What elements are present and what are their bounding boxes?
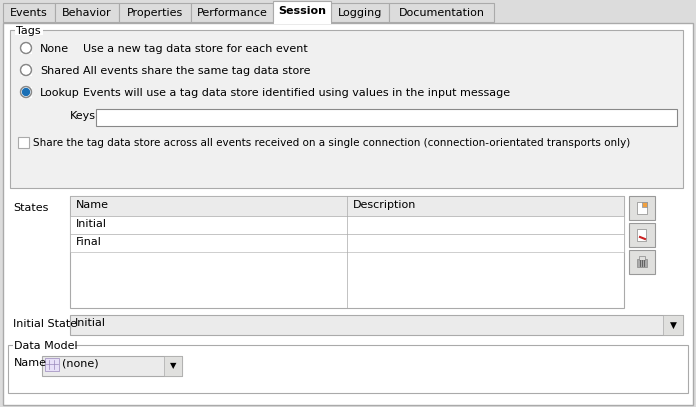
- Text: Description: Description: [353, 200, 416, 210]
- Bar: [55, 3, 119, 22]
- Text: Share the tag data store across all events received on a single connection (conn: Share the tag data store across all even…: [33, 138, 631, 148]
- Text: Initial State: Initial State: [13, 319, 77, 329]
- Bar: [637, 202, 647, 214]
- Bar: [8, 345, 688, 393]
- Bar: [21, 43, 32, 54]
- Bar: [96, 109, 677, 126]
- Text: Final: Final: [76, 237, 102, 247]
- Text: Keys: Keys: [70, 111, 96, 121]
- Bar: [639, 256, 645, 260]
- Text: Name: Name: [76, 200, 109, 210]
- Text: Shared: Shared: [40, 66, 79, 76]
- Text: Use a new tag data store for each event: Use a new tag data store for each event: [83, 44, 308, 53]
- Bar: [0, 1, 696, 24]
- Bar: [70, 315, 683, 335]
- Text: States: States: [13, 203, 49, 213]
- Text: Session: Session: [278, 7, 326, 17]
- Bar: [629, 223, 655, 247]
- Text: Properties: Properties: [127, 7, 183, 18]
- Text: None: None: [40, 44, 69, 53]
- Bar: [18, 137, 29, 148]
- Bar: [629, 250, 655, 274]
- Text: Data Model: Data Model: [14, 341, 78, 351]
- Circle shape: [22, 88, 29, 96]
- Bar: [119, 3, 191, 22]
- Bar: [274, 22, 331, 24]
- Text: Documentation: Documentation: [399, 7, 484, 18]
- Bar: [21, 87, 32, 98]
- Bar: [70, 196, 624, 308]
- Bar: [663, 315, 683, 335]
- Text: (none): (none): [62, 358, 99, 368]
- Text: Logging: Logging: [338, 7, 382, 18]
- Bar: [15, 25, 43, 35]
- Text: Events will use a tag data store identified using values in the input message: Events will use a tag data store identif…: [83, 88, 510, 98]
- Text: Events: Events: [10, 7, 48, 18]
- Bar: [21, 65, 32, 76]
- Text: ▼: ▼: [670, 320, 677, 330]
- Bar: [629, 196, 655, 220]
- Bar: [331, 3, 389, 22]
- Bar: [637, 259, 647, 267]
- Bar: [164, 356, 182, 376]
- Bar: [637, 229, 646, 241]
- Bar: [13, 340, 75, 350]
- Text: Tags: Tags: [16, 26, 40, 36]
- Text: Lookup: Lookup: [40, 88, 80, 98]
- Text: Name: Name: [14, 358, 47, 368]
- Bar: [191, 3, 273, 22]
- Text: All events share the same tag data store: All events share the same tag data store: [83, 66, 310, 76]
- Bar: [642, 202, 647, 207]
- Bar: [643, 203, 647, 207]
- Text: ▼: ▼: [170, 361, 176, 370]
- Bar: [45, 358, 59, 371]
- Bar: [273, 1, 331, 23]
- Bar: [70, 216, 624, 234]
- Bar: [10, 30, 683, 188]
- Bar: [70, 196, 624, 216]
- Text: Initial: Initial: [76, 219, 107, 229]
- Bar: [70, 234, 624, 252]
- Text: Behavior: Behavior: [62, 7, 112, 18]
- Text: Initial: Initial: [75, 318, 106, 328]
- Text: Performance: Performance: [196, 7, 267, 18]
- Bar: [42, 356, 182, 376]
- Bar: [3, 3, 55, 22]
- Bar: [389, 3, 494, 22]
